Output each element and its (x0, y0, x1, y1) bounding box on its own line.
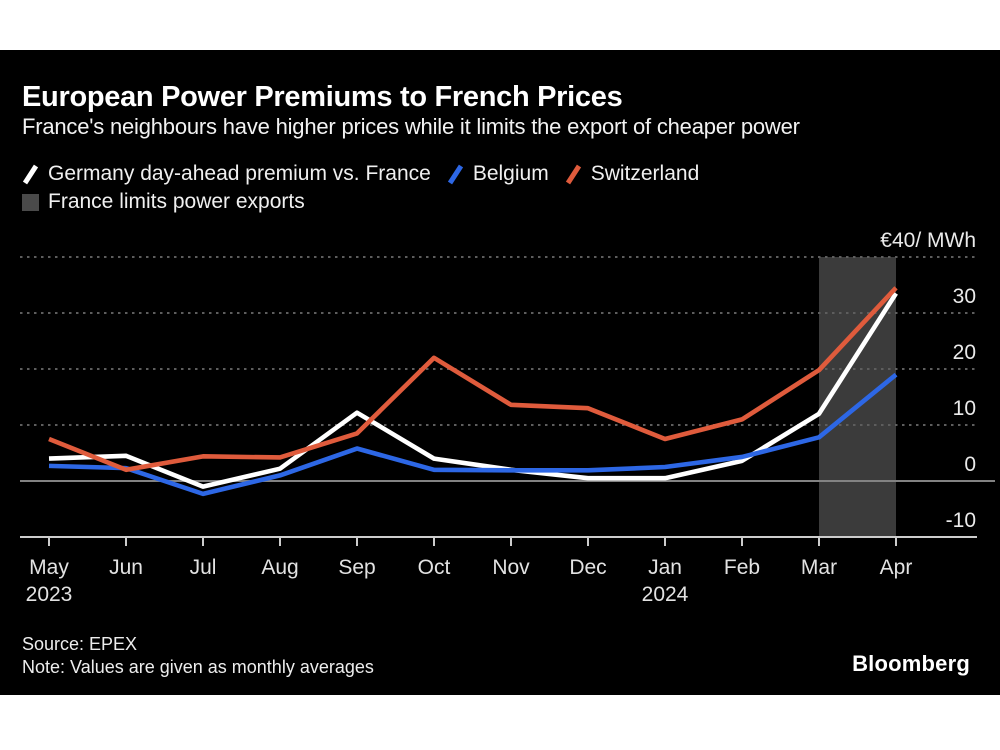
legend-label-germany: Germany day-ahead premium vs. France (48, 162, 431, 185)
x-axis-ticks (48, 537, 897, 546)
source-note: Source: EPEX (22, 634, 138, 654)
chart-subtitle: France's neighbours have higher prices w… (22, 114, 800, 139)
month-label-Jul: Jul (190, 556, 217, 579)
switzerland-line-icon (565, 164, 581, 184)
legend-item-belgium: Belgium (447, 162, 549, 186)
month-label-Sep: Sep (338, 556, 375, 579)
month-label-Nov: Nov (492, 556, 530, 579)
x-axis-labels: May 2023 Jun Jul Aug Sep Oct Nov Dec Jan 2024 Feb Ma… (26, 556, 913, 606)
month-label-Jun: Jun (109, 556, 143, 579)
series-line-switzerland (48, 286, 898, 473)
y-tick-label-20: 20 (953, 341, 976, 364)
month-label-Feb: Feb (724, 556, 760, 579)
y-axis-labels: €40/ MWh 30 20 10 0 -10 (880, 229, 976, 532)
month-label-Dec: Dec (569, 556, 606, 579)
y-tick-label-0: 0 (964, 453, 976, 476)
month-label-Mar: Mar (801, 556, 837, 579)
month-label-Aug: Aug (261, 556, 298, 579)
legend-item-germany: Germany day-ahead premium vs. France (22, 162, 431, 186)
legend-row-band: France limits power exports (22, 188, 699, 216)
methodology-note: Note: Values are given as monthly averag… (22, 657, 374, 677)
legend-label-switzerland: Switzerland (590, 162, 700, 185)
legend-row-series: Germany day-ahead premium vs. France Bel… (22, 160, 699, 188)
y-tick-label-40: €40/ MWh (880, 229, 976, 252)
band-swatch-icon (22, 193, 39, 211)
series-line-germany (48, 292, 898, 489)
y-tick-label-10: 10 (953, 397, 976, 420)
germany-line-icon (22, 164, 39, 184)
gridlines (20, 256, 995, 538)
month-label-Jan: Jan (648, 556, 682, 579)
month-label-Apr: Apr (880, 556, 913, 579)
legend-item-export-band: France limits power exports (22, 190, 305, 214)
legend-label-belgium: Belgium (472, 162, 549, 185)
series-line-belgium (48, 372, 898, 497)
legend-item-switzerland: Switzerland (565, 162, 700, 186)
y-tick-label--10: -10 (946, 509, 976, 532)
chart-title: European Power Premiums to French Prices (22, 81, 623, 113)
series-lines (48, 286, 898, 497)
legend-label-export-band: France limits power exports (48, 190, 305, 213)
month-label-May: May (29, 556, 69, 579)
legend: Germany day-ahead premium vs. France Bel… (22, 160, 699, 216)
year-label-2023: 2023 (26, 583, 73, 606)
y-tick-label-30: 30 (953, 285, 976, 308)
bloomberg-logo: Bloomberg (852, 651, 970, 676)
belgium-line-icon (447, 164, 463, 184)
month-label-Oct: Oct (418, 556, 451, 579)
year-label-2024: 2024 (642, 583, 689, 606)
